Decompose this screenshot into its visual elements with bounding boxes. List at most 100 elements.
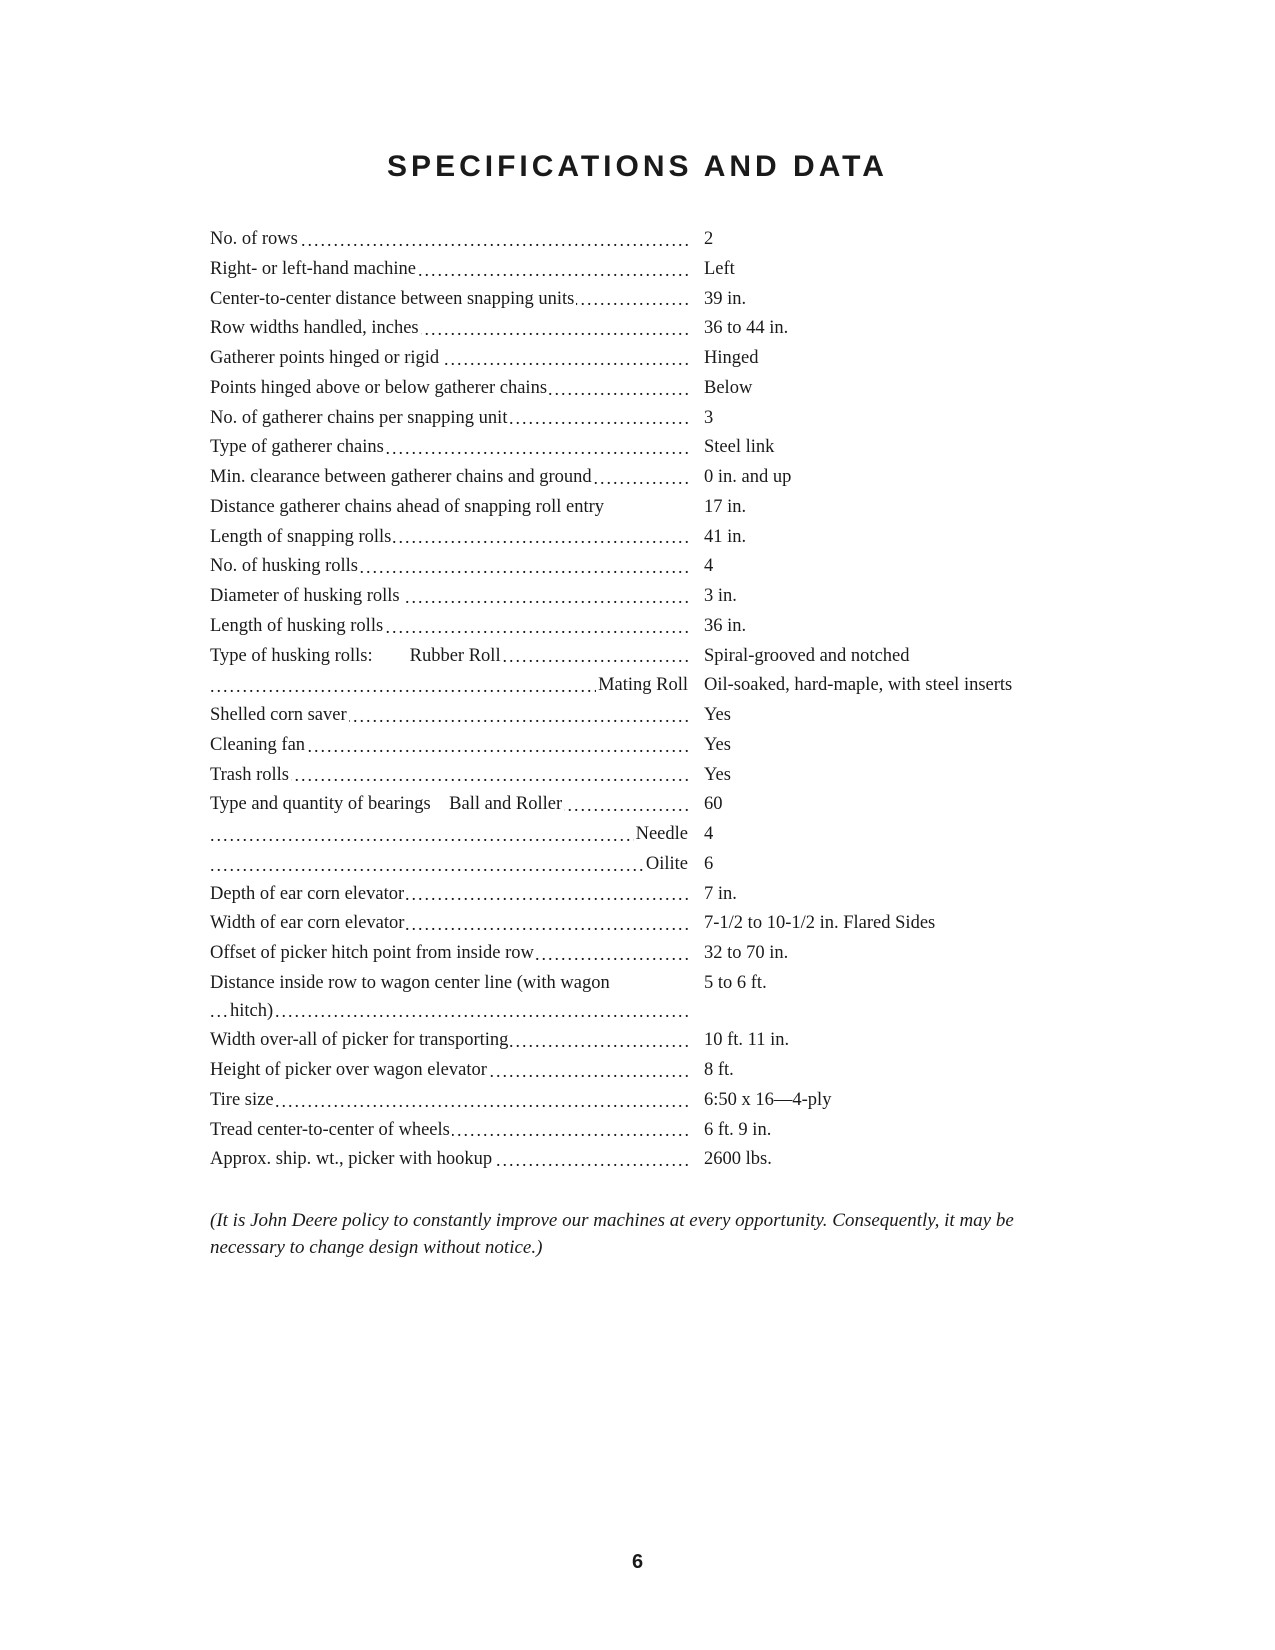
spec-row: Tread center-to-center of wheels6 ft. 9 … [210, 1117, 1065, 1145]
spec-label-text: Row widths handled, inches [210, 318, 421, 338]
spec-row: Offset of picker hitch point from inside… [210, 940, 1065, 968]
spec-label: Oilite [210, 851, 690, 879]
spec-row: Right- or left-hand machine Left [210, 256, 1065, 284]
spec-label: Type of gatherer chains [210, 434, 690, 462]
spec-value: 2 [690, 226, 1065, 254]
spec-label-text: Type of husking rolls: Rubber Roll [210, 646, 503, 666]
spec-label-text: Min. clearance between gatherer chains a… [210, 467, 594, 487]
spec-label-text: Tire size [210, 1090, 276, 1110]
spec-value: 7-1/2 to 10-1/2 in. Flared Sides [690, 910, 1065, 938]
spec-label: No. of husking rolls [210, 553, 690, 581]
spec-value: 6 [690, 851, 1065, 879]
spec-label-text: Height of picker over wagon elevator [210, 1060, 489, 1080]
spec-value: 36 in. [690, 613, 1065, 641]
spec-value: 60 [690, 791, 1065, 819]
spec-row: Row widths handled, inches36 to 44 in. [210, 315, 1065, 343]
spec-value: 32 to 70 in. [690, 940, 1065, 968]
spec-label: Cleaning fan [210, 732, 690, 760]
spec-label: Length of husking rolls [210, 613, 690, 641]
spec-row: No. of gatherer chains per snapping unit… [210, 405, 1065, 433]
spec-label-text: Trash rolls [210, 765, 291, 785]
spec-label: Mating Roll [210, 672, 690, 700]
spec-label-text: Width over-all of picker for transportin… [210, 1030, 510, 1050]
spec-label: Width of ear corn elevator [210, 910, 690, 938]
spec-label: Distance inside row to wagon center line… [210, 970, 690, 1026]
spec-value: Spiral-grooved and notched [690, 643, 1065, 671]
spec-label: No. of rows [210, 226, 690, 254]
spec-row: Trash rollsYes [210, 762, 1065, 790]
spec-label-text: Oilite [644, 851, 690, 879]
spec-row: Cleaning fanYes [210, 732, 1065, 760]
spec-label: Diameter of husking rolls [210, 583, 690, 611]
spec-value: 6:50 x 16—4-ply [690, 1087, 1065, 1115]
spec-row: Length of snapping rolls41 in. [210, 524, 1065, 552]
spec-label: Length of snapping rolls [210, 524, 690, 552]
spec-row: No. of rows2 [210, 226, 1065, 254]
spec-row: Width over-all of picker for transportin… [210, 1027, 1065, 1055]
spec-label: Tread center-to-center of wheels [210, 1117, 690, 1145]
spec-label-text: No. of gatherer chains per snapping unit [210, 408, 509, 428]
spec-value: 4 [690, 553, 1065, 581]
spec-row: Type and quantity of bearings Ball and R… [210, 791, 1065, 819]
spec-label: Height of picker over wagon elevator [210, 1057, 690, 1085]
spec-label: Trash rolls [210, 762, 690, 790]
spec-row: Gatherer points hinged or rigid Hinged [210, 345, 1065, 373]
spec-label: Needle [210, 821, 690, 849]
spec-value: Oil-soaked, hard-maple, with steel inser… [690, 672, 1065, 700]
spec-row: Shelled corn saverYes [210, 702, 1065, 730]
spec-value: 5 to 6 ft. [690, 970, 1065, 998]
spec-row: Height of picker over wagon elevator8 ft… [210, 1057, 1065, 1085]
spec-value: 0 in. and up [690, 464, 1065, 492]
spec-label-text: Needle [634, 821, 690, 849]
spec-value: Steel link [690, 434, 1065, 462]
spec-row: Length of husking rolls 36 in. [210, 613, 1065, 641]
spec-label: Shelled corn saver [210, 702, 690, 730]
spec-label-text: Right- or left-hand machine [210, 259, 418, 279]
spec-value: Below [690, 375, 1065, 403]
spec-row: Mating RollOil-soaked, hard-maple, with … [210, 672, 1065, 700]
spec-row: Width of ear corn elevator 7-1/2 to 10-1/… [210, 910, 1065, 938]
spec-row: Diameter of husking rolls3 in. [210, 583, 1065, 611]
spec-label-text: Cleaning fan [210, 735, 307, 755]
spec-label: Right- or left-hand machine [210, 256, 690, 284]
spec-value: 10 ft. 11 in. [690, 1027, 1065, 1055]
spec-row: Min. clearance between gatherer chains a… [210, 464, 1065, 492]
spec-label-text: Length of husking rolls [210, 616, 385, 636]
spec-label: Approx. ship. wt., picker with hookup [210, 1146, 690, 1174]
spec-label: Tire size [210, 1087, 690, 1115]
spec-row: Distance gatherer chains ahead of snappi… [210, 494, 1065, 522]
spec-row: Center-to-center distance between snappi… [210, 286, 1065, 314]
spec-label-text: Points hinged above or below gatherer ch… [210, 378, 549, 398]
spec-value: 2600 lbs. [690, 1146, 1065, 1174]
spec-label-text: Offset of picker hitch point from inside… [210, 943, 536, 963]
spec-label-text: Distance gatherer chains ahead of snappi… [210, 497, 606, 517]
spec-label: Min. clearance between gatherer chains a… [210, 464, 690, 492]
spec-row: Type of husking rolls: Rubber Roll Spiral… [210, 643, 1065, 671]
page: SPECIFICATIONS AND DATA No. of rows2Righ… [0, 0, 1275, 1650]
spec-value: 3 [690, 405, 1065, 433]
spec-row: Points hinged above or below gatherer ch… [210, 375, 1065, 403]
spec-label: Depth of ear corn elevator [210, 881, 690, 909]
spec-label-text: Width of ear corn elevator [210, 913, 406, 933]
disclaimer-text: (It is John Deere policy to constantly i… [210, 1208, 1065, 1261]
spec-label: Distance gatherer chains ahead of snappi… [210, 494, 690, 522]
spec-value: 17 in. [690, 494, 1065, 522]
spec-label-text: Mating Roll [596, 672, 690, 700]
spec-label: Type and quantity of bearings Ball and R… [210, 791, 690, 819]
spec-label-text: Gatherer points hinged or rigid [210, 348, 441, 368]
spec-row: Needle4 [210, 821, 1065, 849]
spec-value: 4 [690, 821, 1065, 849]
spec-value: 41 in. [690, 524, 1065, 552]
spec-label: Width over-all of picker for transportin… [210, 1027, 690, 1055]
spec-label: Gatherer points hinged or rigid [210, 345, 690, 373]
spec-table: No. of rows2 Right- or left-hand machine L… [210, 226, 1065, 1174]
spec-label-text: Type of gatherer chains [210, 437, 386, 457]
spec-label-text: Tread center-to-center of wheels [210, 1120, 452, 1140]
page-title: SPECIFICATIONS AND DATA [210, 150, 1065, 184]
spec-value: Left [690, 256, 1065, 284]
spec-label: Row widths handled, inches [210, 315, 690, 343]
spec-row: Distance inside row to wagon center line… [210, 970, 1065, 1026]
spec-value: Hinged [690, 345, 1065, 373]
spec-row: Oilite6 [210, 851, 1065, 879]
spec-label-text: Type and quantity of bearings Ball and R… [210, 794, 564, 814]
